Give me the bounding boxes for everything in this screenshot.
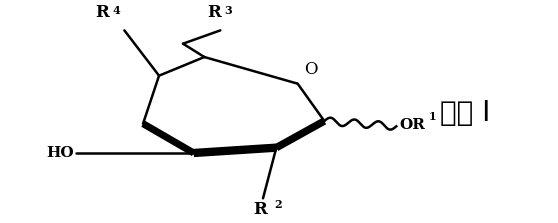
Text: R: R xyxy=(95,4,109,21)
Text: 3: 3 xyxy=(224,5,232,16)
Text: OR: OR xyxy=(399,118,425,132)
Text: HO: HO xyxy=(46,146,74,160)
Text: 1: 1 xyxy=(429,111,436,122)
Text: R: R xyxy=(207,4,221,21)
Text: 通式 I: 通式 I xyxy=(440,99,491,127)
Text: O: O xyxy=(304,61,318,78)
Text: R: R xyxy=(253,201,267,218)
Text: 4: 4 xyxy=(112,5,120,16)
Text: 2: 2 xyxy=(275,199,282,210)
